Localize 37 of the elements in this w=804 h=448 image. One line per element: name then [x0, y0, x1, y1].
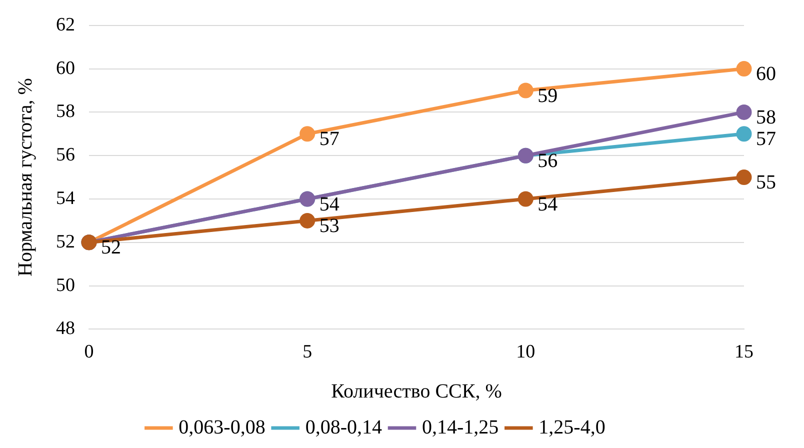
- x-tick-label: 15: [734, 342, 754, 363]
- x-axis-title: Количество ССК, %: [331, 380, 502, 402]
- data-label: 59: [538, 84, 558, 107]
- data-label: 57: [756, 128, 776, 150]
- y-tick-label: 50: [56, 274, 75, 296]
- x-tick-label: 10: [516, 342, 536, 363]
- data-label: 58: [756, 106, 776, 128]
- data-label: 53: [319, 214, 340, 237]
- x-tick-label: 5: [302, 342, 312, 363]
- point: [736, 104, 752, 120]
- legend-label: 0,08-0,14: [305, 416, 382, 438]
- point: [736, 170, 752, 186]
- point: [518, 191, 534, 207]
- data-label: 52: [101, 236, 121, 259]
- point: [300, 126, 316, 142]
- y-tick-label: 56: [56, 144, 75, 166]
- y-tick-label: 54: [56, 188, 76, 209]
- y-tick-label: 58: [56, 101, 75, 122]
- y-tick-label: 52: [56, 231, 75, 252]
- data-label: 56: [538, 150, 558, 172]
- data-label: 57: [319, 128, 340, 150]
- y-axis-title: Нормальная густота, %: [14, 78, 36, 277]
- legend-label: 1,25-4,0: [538, 416, 606, 438]
- data-label: 55: [756, 172, 776, 194]
- point: [736, 61, 752, 77]
- x-tick-label: 0: [84, 342, 94, 363]
- y-tick-label: 62: [56, 14, 75, 36]
- y-tick-label: 60: [56, 58, 75, 79]
- point: [736, 126, 752, 142]
- legend-label: 0,14-1,25: [422, 416, 499, 438]
- data-label: 60: [756, 63, 776, 86]
- data-label: 54: [538, 193, 558, 216]
- legend-label: 0,063-0,08: [178, 416, 266, 438]
- y-tick-label: 48: [56, 318, 75, 340]
- point: [518, 82, 534, 98]
- point: [300, 212, 316, 228]
- data-label: 54: [319, 193, 340, 216]
